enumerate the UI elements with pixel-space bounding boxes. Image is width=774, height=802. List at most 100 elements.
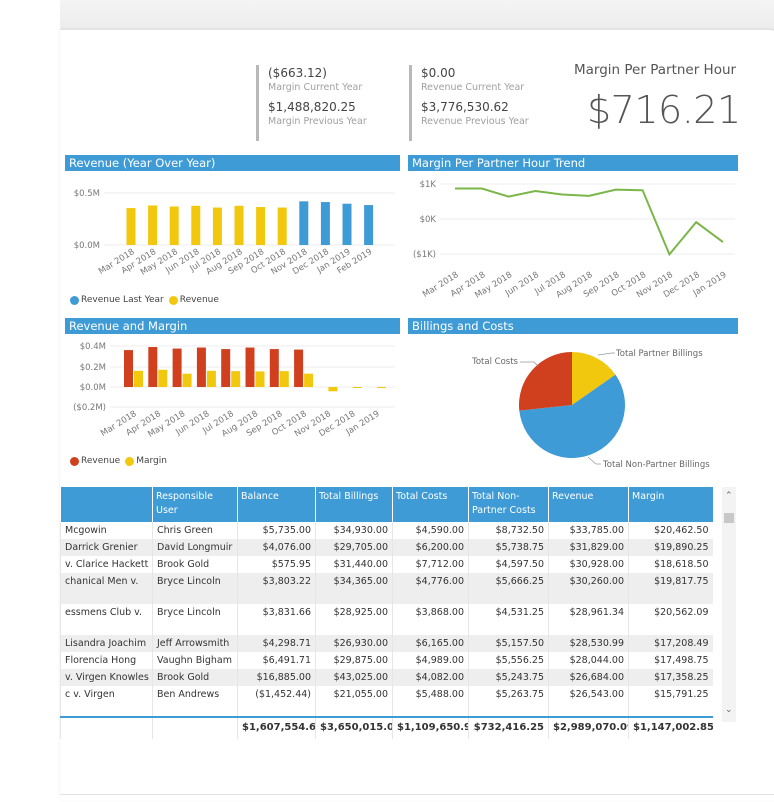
table-cell: $26,543.00: [548, 686, 629, 717]
table-cell: $6,165.00: [392, 635, 469, 652]
table-row[interactable]: chanical Men v. Bryce Lincoln $3,803.22 $34…: [60, 573, 713, 604]
y-tick-label: $0.2M: [80, 363, 106, 373]
totals-row: $1,607,554.61$3,650,015.00$1,109,650.99$…: [60, 716, 713, 739]
table-cell: $4,531.25: [468, 604, 549, 635]
table-cell: Mcgowin: [60, 522, 153, 539]
chart-title-billings: Billings and Costs: [408, 318, 738, 334]
margin-per-partner-hour-value: $716.21: [587, 88, 741, 132]
legend-dot-margin: [125, 456, 135, 466]
bar-revenue: [169, 206, 179, 245]
pie-slice-total-non-partner-billings: [519, 374, 625, 458]
table-cell: $29,705.00: [315, 539, 393, 556]
revenue-current-year-label: Revenue Current Year: [421, 82, 525, 93]
table-cell: Lisandra Joachim: [60, 635, 153, 652]
bar-revenue: [221, 349, 231, 387]
bar-revenue: [124, 350, 133, 387]
legend-label: Margin: [136, 456, 167, 466]
bar-revenue: [212, 207, 222, 245]
table-cell: $5,735.00: [237, 522, 316, 539]
bar-margin: [255, 371, 265, 387]
table-row[interactable]: v. Clarice Hackett Brook Gold $575.95 $31,4…: [60, 556, 713, 573]
table-cell: $6,200.00: [392, 539, 469, 556]
table-cell: $19,890.25: [628, 539, 713, 556]
column-header[interactable]: Margin: [628, 487, 713, 522]
table-cell: $17,208.49: [628, 635, 713, 652]
y-tick-label: $0.5M: [74, 189, 100, 199]
table-cell: $8,732.50: [468, 522, 549, 539]
table-cell: $34,930.00: [315, 522, 393, 539]
table-cell: $4,989.00: [392, 652, 469, 669]
table-cell: $3,803.22: [237, 573, 316, 604]
column-header[interactable]: Responsible User: [152, 487, 238, 522]
table-cell: $5,488.00: [392, 686, 469, 717]
table-cell: $33,785.00: [548, 522, 629, 539]
table-row[interactable]: v. Virgen Knowles Brook Gold $16,885.00 $43…: [60, 669, 713, 686]
table-row[interactable]: Mcgowin Chris Green $5,735.00 $34,930.00 $4,…: [60, 522, 713, 539]
bar-margin: [206, 370, 216, 387]
legend-label: Revenue: [81, 456, 121, 466]
table-cell: $3,831.66: [237, 604, 316, 635]
table-cell: $28,044.00: [548, 652, 629, 669]
y-tick-label: $0K: [420, 215, 437, 225]
table-cell: $575.95: [237, 556, 316, 573]
bar-revenue: [148, 205, 158, 245]
matter-table: Responsible User Balance Total Billings Tot…: [60, 487, 713, 739]
table-cell: $6,491.71: [237, 652, 316, 669]
table-row[interactable]: Lisandra Joachim Jeff Arrowsmith $4,298.71…: [60, 635, 713, 652]
bar-revenue: [234, 205, 244, 245]
y-tick-label: $1K: [420, 180, 437, 190]
table-cell: chanical Men v.: [60, 573, 153, 604]
y-tick-label: $0.0M: [74, 241, 100, 251]
bar-revenue-last-year: [364, 205, 374, 245]
total-cell: $1,147,002.85: [628, 716, 713, 739]
revenue-current-year-value: $0.00: [421, 66, 456, 80]
legend-dot-revenue: [70, 456, 79, 466]
table-cell: v. Virgen Knowles: [60, 669, 153, 686]
bar-margin: [377, 387, 386, 388]
table-cell: $20,462.50: [628, 522, 713, 539]
legend-yoy: Revenue Last Year Revenue: [70, 295, 219, 305]
table-cell: $18,618.50: [628, 556, 713, 573]
bar-revenue: [126, 208, 136, 245]
legend-label: Revenue Last Year: [81, 295, 164, 305]
table-cell: David Longmuir: [152, 539, 238, 556]
y-tick-label: $0.4M: [80, 342, 106, 352]
table-cell: Brook Gold: [152, 669, 238, 686]
scroll-thumb[interactable]: [724, 513, 734, 523]
table-row[interactable]: essmens Club v. Bryce Lincoln $3,831.66 $28…: [60, 604, 713, 635]
table-row[interactable]: c v. Virgen Ben Andrews ($1,452.44) $21,055…: [60, 686, 713, 717]
table-row[interactable]: Florencia Hong Vaughn Bigham $6,491.71 $29,…: [60, 652, 713, 669]
column-header[interactable]: [60, 487, 153, 522]
column-header[interactable]: Revenue: [548, 487, 629, 522]
scroll-up-icon[interactable]: ⌃: [725, 491, 733, 501]
table-cell: c v. Virgen: [60, 686, 153, 717]
bar-revenue: [256, 207, 266, 245]
total-cell: $3,650,015.00: [315, 716, 393, 739]
column-header[interactable]: Total Costs: [392, 487, 469, 522]
table-cell: $28,961.34: [548, 604, 629, 635]
pie-leader-line: [597, 352, 615, 356]
total-cell: [152, 716, 238, 739]
table-cell: $19,817.75: [628, 573, 713, 604]
kpi-margin-card: ($663.12) Margin Current Year $1,488,820…: [256, 65, 367, 141]
chart-title-yoy: Revenue (Year Over Year): [65, 155, 400, 171]
table-cell: $20,562.09: [628, 604, 713, 635]
pie-slice-total-costs: [519, 352, 572, 411]
column-header[interactable]: Total Billings: [315, 487, 393, 522]
bar-revenue-last-year: [299, 201, 309, 245]
table-cell: $30,928.00: [548, 556, 629, 573]
scroll-down-icon[interactable]: ⌄: [725, 705, 733, 715]
bar-margin: [182, 373, 192, 387]
y-tick-label: $0.0M: [80, 383, 106, 393]
table-scrollbar[interactable]: ⌃ ⌄: [722, 487, 736, 722]
column-header[interactable]: Total Non-Partner Costs: [468, 487, 549, 522]
legend-dot-revenue-last-year: [70, 295, 79, 305]
table-cell: Ben Andrews: [152, 686, 238, 717]
column-header[interactable]: Balance: [237, 487, 316, 522]
table-cell: v. Clarice Hackett: [60, 556, 153, 573]
pie-slice-total-partner-billings: [572, 352, 616, 405]
table-cell: $43,025.00: [315, 669, 393, 686]
table-row[interactable]: Darrick Grenier David Longmuir $4,076.00 $2…: [60, 539, 713, 556]
table-cell: essmens Club v.: [60, 604, 153, 635]
